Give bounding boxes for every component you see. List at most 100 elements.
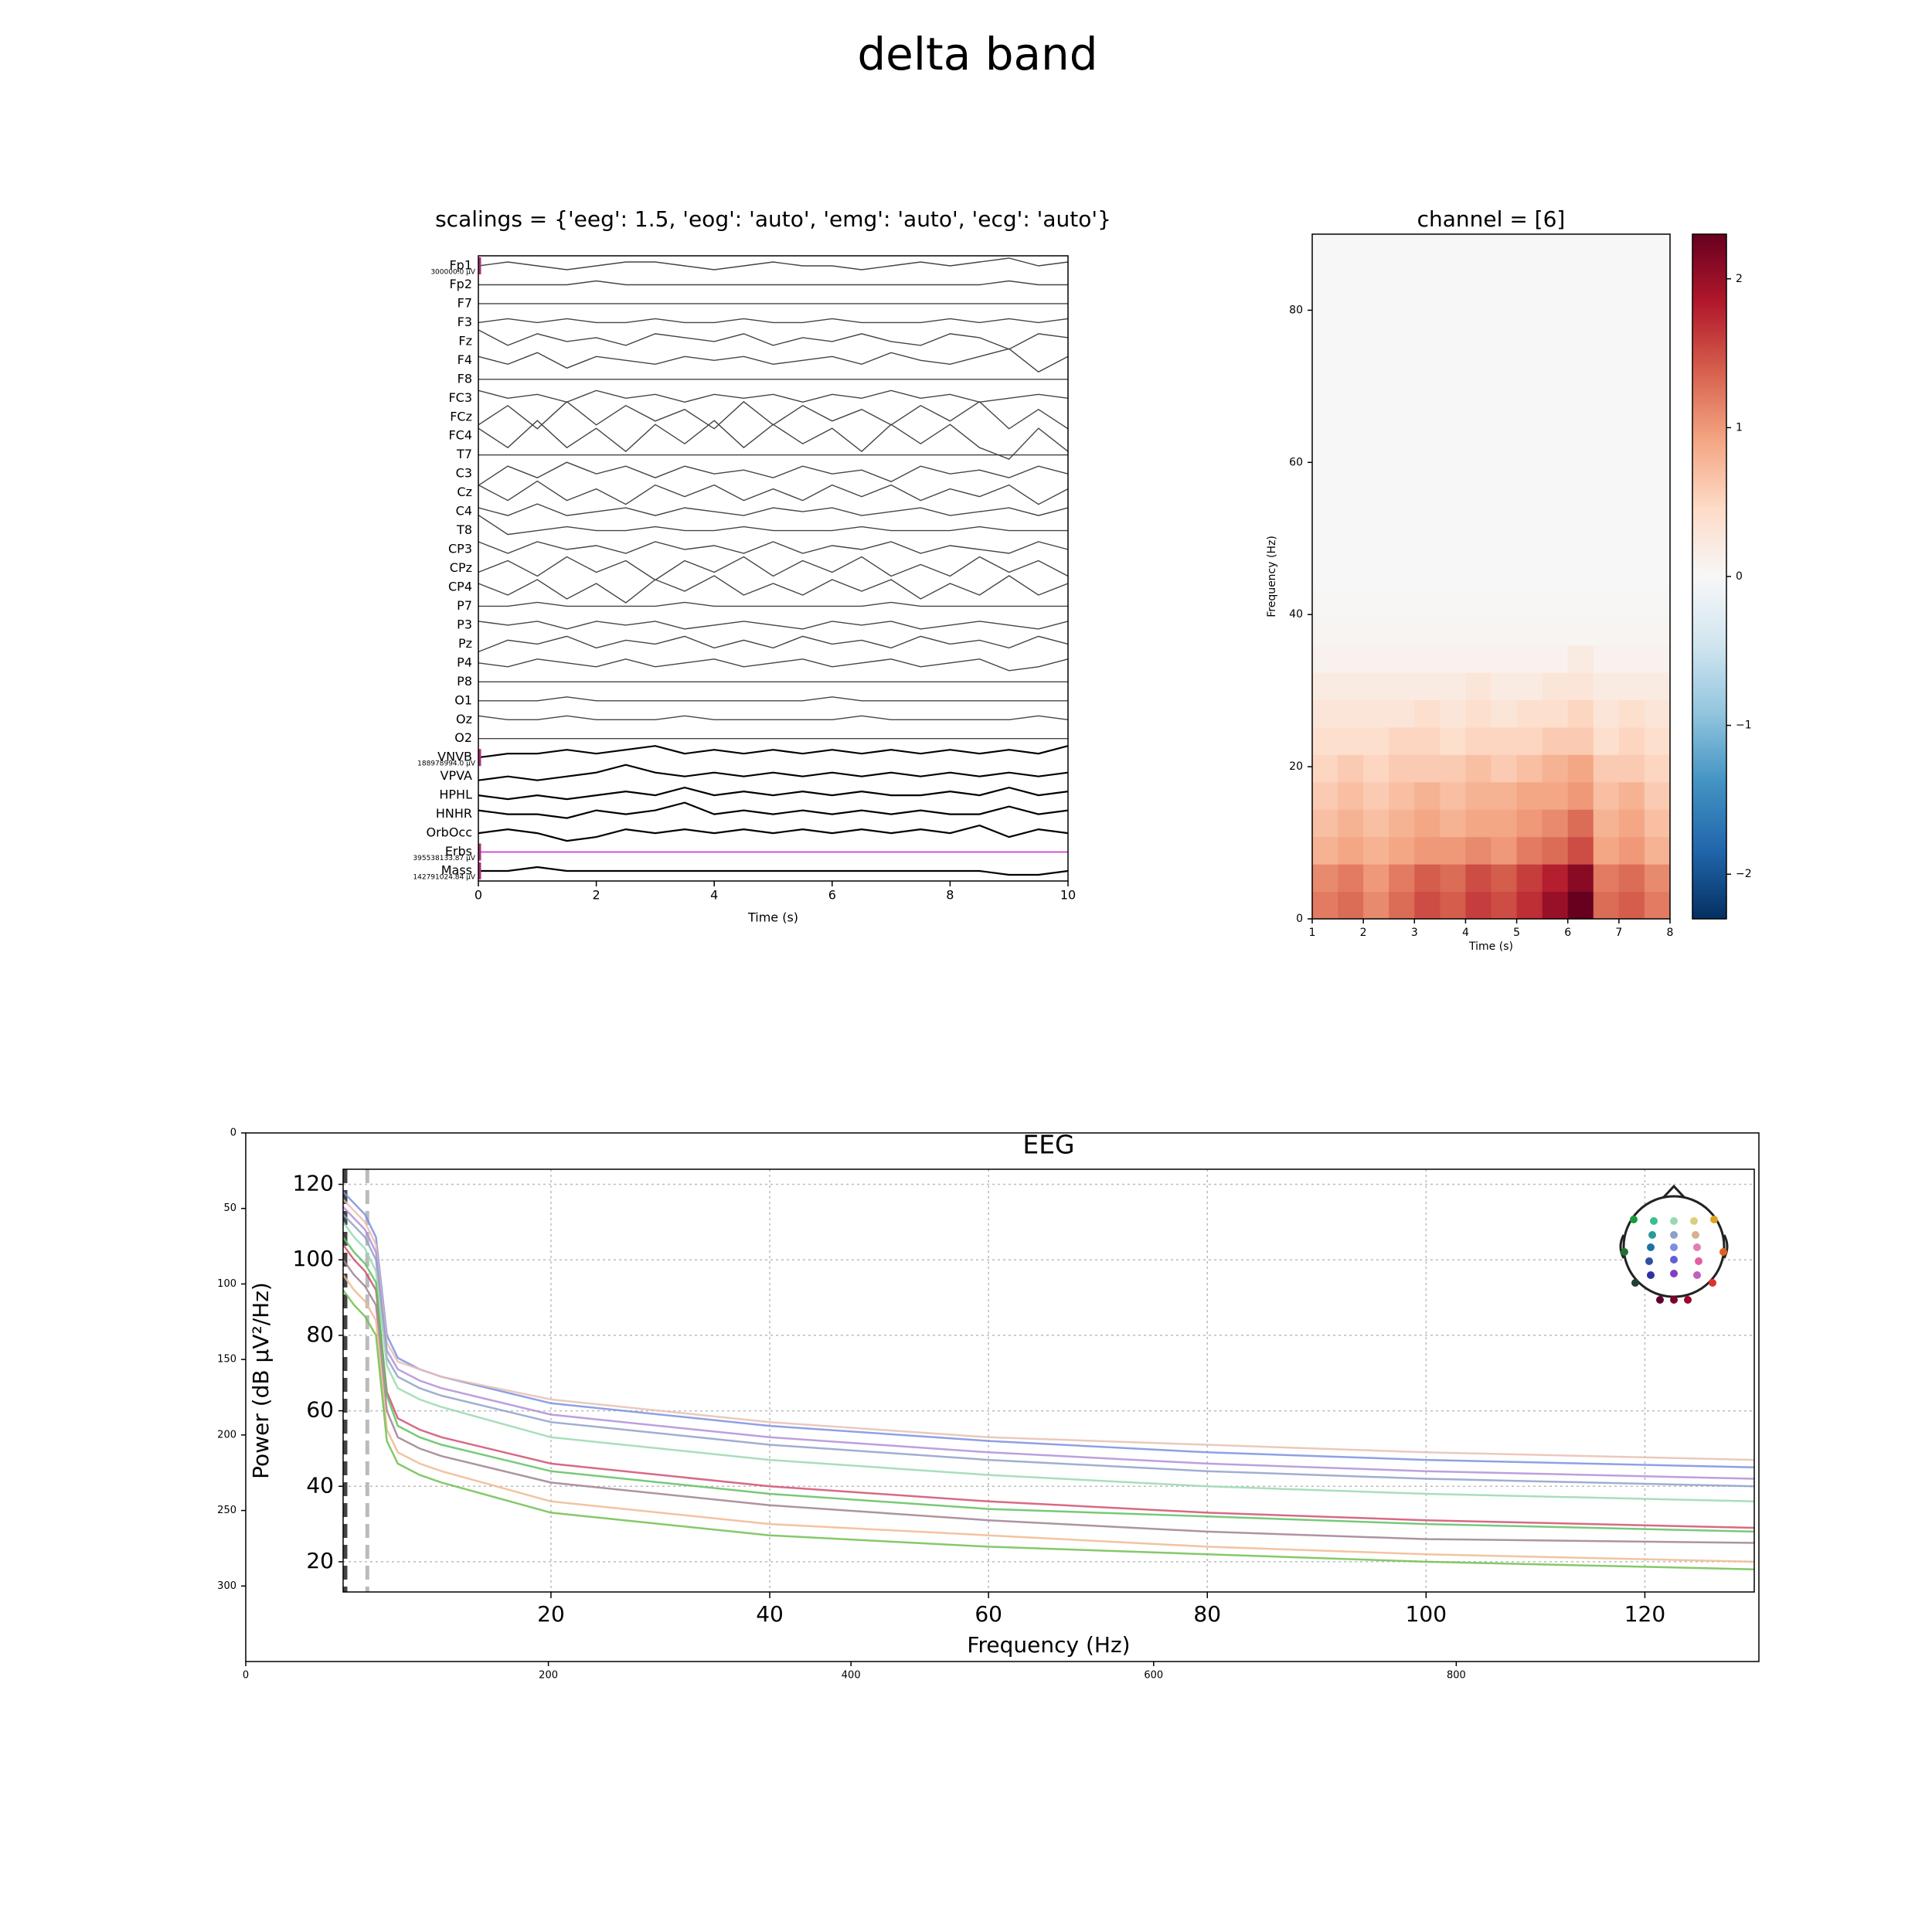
axes-frame: [478, 255, 1069, 882]
trace: [478, 515, 1068, 536]
heatmap-cell: [1567, 836, 1594, 865]
heatmap-cell: [1618, 864, 1645, 893]
axes-frame: [1311, 233, 1671, 920]
heatmap-cell: [1363, 836, 1389, 865]
heatmap-cell: [1363, 809, 1389, 838]
heatmap-cell: [1491, 699, 1518, 728]
heatmap-cell: [1516, 234, 1543, 591]
x-tick-label: 0: [474, 888, 482, 903]
heatmap-cell: [1363, 864, 1389, 893]
heatmap-cell: [1465, 617, 1492, 646]
heatmap-cell: [1389, 864, 1415, 893]
y-tick-label: 60: [1289, 456, 1303, 468]
heatmap-cell: [1312, 781, 1338, 810]
heatmap-cell: [1312, 234, 1338, 591]
heatmap-cell: [1542, 836, 1569, 865]
trace: [478, 621, 1069, 630]
heatmap-cell: [1440, 754, 1466, 783]
heatmap-cell: [1542, 672, 1569, 700]
axes-frame: [342, 1168, 1755, 1593]
heatmap-cell: [1593, 699, 1620, 728]
heatmap-cell: [1338, 836, 1364, 865]
heatmap-cell: [1465, 672, 1492, 700]
x-tick-label: 5: [1513, 927, 1520, 939]
heatmap-cell: [1465, 645, 1492, 673]
heatmap-cell: [1542, 864, 1569, 893]
channel-label: VNVB: [437, 750, 472, 764]
heatmap-cell: [1312, 590, 1338, 618]
channel-label: VPVA: [440, 768, 473, 783]
trace: [478, 801, 1069, 819]
channel-label: Erbs: [445, 844, 472, 859]
sensor: [1710, 1216, 1718, 1223]
heatmap-cell: [1618, 836, 1645, 865]
trace: [478, 824, 1069, 842]
channel-label: CPz: [450, 560, 472, 575]
heatmap-cell: [1593, 864, 1620, 893]
heatmap-cell: [1593, 672, 1620, 700]
scale-label: 188978994.0 µV: [417, 760, 476, 768]
heatmap-cell: [1414, 754, 1440, 783]
heatmap-cell: [1338, 672, 1364, 700]
sensor: [1692, 1231, 1699, 1239]
heatmap-cell: [1465, 754, 1492, 783]
y-tick-label: 120: [293, 1171, 334, 1196]
psd-line: [342, 1289, 1755, 1570]
heatmap-cell: [1363, 672, 1389, 700]
heatmap-cell: [1644, 590, 1671, 618]
sensor: [1648, 1231, 1656, 1239]
trace: [478, 541, 1069, 554]
heatmap-cell: [1644, 617, 1671, 646]
y-tick-label: 0: [230, 1128, 236, 1139]
y-tick-label: 250: [217, 1505, 236, 1516]
psd-line: [342, 1206, 1755, 1480]
x-tick-label: 60: [975, 1601, 1002, 1627]
scale-label: 142791024.84 µV: [413, 874, 475, 882]
heatmap-cell: [1363, 754, 1389, 783]
sensor: [1631, 1279, 1639, 1287]
heatmap-cell: [1440, 590, 1466, 618]
heatmap-cell: [1389, 754, 1415, 783]
trace: [478, 461, 1069, 486]
x-tick-label: 80: [1193, 1601, 1221, 1627]
heatmap-cell: [1389, 699, 1415, 728]
heatmap-cell: [1491, 726, 1518, 755]
heatmap-cell: [1618, 234, 1645, 591]
sensor-inset: [1619, 1184, 1729, 1304]
figure-title: delta band: [857, 28, 1097, 80]
channel-label: CP3: [448, 542, 472, 556]
channel-label: CP4: [448, 579, 472, 594]
heatmap-cell: [1312, 864, 1338, 893]
heatmap-cell: [1312, 672, 1338, 700]
heatmap-cell: [1414, 590, 1440, 618]
channel-label: P8: [457, 674, 472, 689]
x-tick-label: 600: [1144, 1670, 1163, 1682]
heatmap-cell: [1567, 672, 1594, 700]
heatmap-cell: [1414, 891, 1440, 920]
heatmap-cell: [1491, 754, 1518, 783]
x-tick-label: 20: [537, 1601, 565, 1627]
sensor: [1670, 1217, 1678, 1225]
heatmap-cell: [1593, 809, 1620, 838]
image-frame: [245, 1132, 1760, 1662]
y-tick-label: 0: [1736, 570, 1743, 583]
heatmap-cell: [1542, 781, 1569, 810]
sensor: [1693, 1243, 1701, 1251]
trace: [478, 257, 1069, 270]
heatmap-cell: [1542, 617, 1569, 646]
heatmap-cell: [1389, 645, 1415, 673]
sensor: [1670, 1231, 1678, 1239]
heatmap-cell: [1542, 891, 1569, 920]
chart-title: channel = [6]: [1417, 206, 1566, 232]
heatmap-cell: [1440, 726, 1466, 755]
heatmap-cell: [1593, 726, 1620, 755]
heatmap-cell: [1338, 864, 1364, 893]
y-axis-label: Power (dB µV²/Hz): [248, 1282, 274, 1479]
x-axis-label: Time (s): [1468, 940, 1513, 953]
heatmap-cell: [1414, 809, 1440, 838]
heatmap-cell: [1567, 590, 1594, 618]
channel-label: Pz: [458, 636, 472, 651]
heatmap-cell: [1363, 234, 1389, 591]
heatmap-cell: [1618, 891, 1645, 920]
